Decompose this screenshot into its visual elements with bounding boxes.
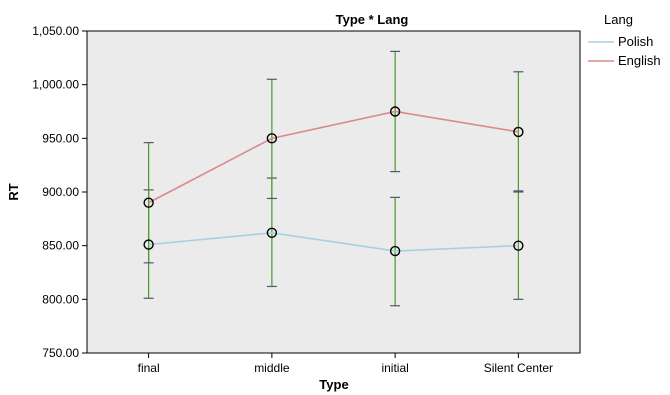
y-tick-label: 800.00 [42, 292, 79, 306]
data-point [143, 197, 154, 208]
data-point [143, 239, 154, 250]
series-lines [148, 110, 519, 252]
x-tick-label: final [138, 361, 160, 375]
legend: Lang Polish English [588, 12, 661, 68]
data-point [266, 227, 278, 238]
series-line-english [148, 110, 519, 204]
y-axis: 750.00 800.00 850.00 900.00 950.00 1,000.00 1,… [32, 24, 87, 360]
x-tick-label: initial [381, 361, 408, 375]
data-point [513, 126, 524, 138]
data-point [389, 245, 401, 257]
y-tick-label: 850.00 [42, 239, 79, 253]
y-tick-label: 1,050.00 [32, 24, 79, 38]
legend-title: Lang [604, 12, 633, 27]
x-tick-label: middle [254, 361, 290, 375]
x-axis-title: Type [319, 377, 348, 392]
y-tick-label: 750.00 [42, 346, 79, 360]
plot-area [86, 30, 581, 354]
x-tick-label: Silent Center [484, 361, 553, 375]
legend-label: English [618, 53, 661, 68]
legend-label: Polish [618, 34, 653, 49]
series-line-polish [148, 231, 519, 252]
y-tick-label: 900.00 [42, 185, 79, 199]
x-axis: final middle initial Silent Center [138, 353, 553, 375]
data-markers [143, 106, 524, 257]
data-point [513, 240, 524, 251]
chart-title: Type * Lang [336, 12, 409, 27]
y-tick-label: 1,000.00 [32, 78, 79, 92]
data-point [266, 133, 278, 144]
y-axis-title: RT [6, 183, 21, 200]
data-point [389, 106, 401, 117]
y-tick-label: 950.00 [42, 131, 79, 145]
